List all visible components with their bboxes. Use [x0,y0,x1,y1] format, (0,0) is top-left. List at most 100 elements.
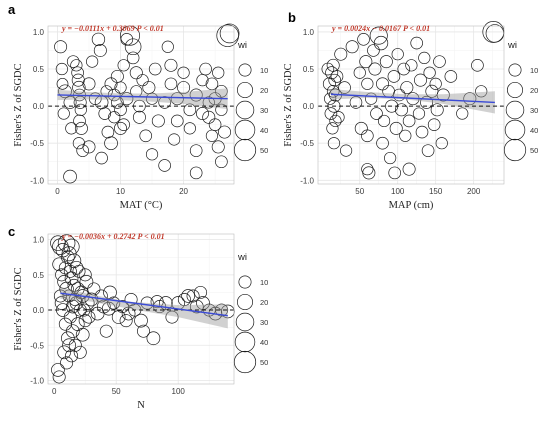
regression-line [330,93,495,104]
data-point [58,261,72,275]
data-point [414,73,427,87]
y-tick-label: -1.0 [30,176,44,185]
confidence-band [57,88,228,110]
panel-b: -1.0 -0.5 0.0 0.5 1.0 50 100 150 200 y = 0.0024x … [283,10,538,211]
legend-key [234,119,256,141]
regression-equation: y = −0.0111x + 0.3069 P < 0.01 [61,24,164,33]
data-point [170,92,184,106]
data-point [158,159,171,172]
data-point [108,111,121,124]
data-point [72,264,86,278]
data-point [361,129,374,143]
panel-letter: c [8,224,15,239]
data-point [51,363,65,377]
x-axis-title: MAT (°C) [120,200,163,211]
data-point [134,313,148,328]
data-point [367,44,380,57]
data-point [99,324,113,338]
data-point [218,125,232,139]
data-point [107,296,121,310]
data-point [415,125,429,139]
data-point [326,84,340,98]
data-point [324,92,337,105]
data-point [117,118,130,131]
data-point [63,169,77,184]
data-point [63,310,77,324]
data-point [136,324,150,338]
plot-frame [317,25,505,185]
x-tick-label: 100 [172,387,186,396]
panel-c: -1.0 -0.5 0.0 0.5 1.0 0 50 100 y = −0.0036x + 0.… [8,224,268,411]
data-point [368,62,382,76]
legend-key [233,138,257,162]
data-point [379,55,393,69]
x-axis-title: N [137,400,145,411]
data-point [71,66,84,80]
data-point [148,62,162,76]
legend-label: 50 [260,146,268,155]
data-point [402,162,416,176]
data-point [72,137,85,150]
x-tick-label: 150 [429,187,443,196]
y-tick-label: -0.5 [30,341,44,350]
data-point [126,51,140,65]
data-point [391,48,404,61]
data-point [57,107,70,120]
regression-line [57,94,228,100]
y-tick-label: -0.5 [300,139,314,148]
legend-label: 30 [260,106,268,115]
data-point [150,295,164,309]
legend-key [236,81,254,99]
data-point [53,289,67,303]
data-point [101,301,116,316]
data-point [444,70,458,83]
legend-label: 20 [260,298,268,307]
data-point [177,293,191,306]
data-point [349,96,363,109]
data-point [397,62,411,76]
data-point [120,92,134,106]
regression-equation: y = −0.0036x + 0.2742 P < 0.01 [61,232,165,241]
data-point [82,77,96,91]
x-tick-label: 0 [55,187,60,196]
legend-label: 10 [530,66,538,75]
data-point [405,59,418,72]
data-point [78,268,92,282]
data-point [324,107,338,120]
data-point [58,84,72,99]
data-point [82,140,96,154]
data-point [57,345,71,360]
data-point [98,107,112,120]
legend-key [234,331,256,353]
data-point [84,292,99,307]
legend-label: 40 [260,338,268,347]
data-point [56,77,69,90]
data-point [67,278,81,292]
data-point [389,121,403,135]
data-point [95,151,108,165]
legend-label: 40 [530,126,538,135]
y-tick-label: -1.0 [300,176,314,185]
data-point [399,129,412,142]
data-point [334,47,348,61]
size-legend: wi 10 20 30 40 50 [503,40,538,162]
data-point [61,331,75,346]
data-point [63,95,77,109]
data-point [189,144,203,157]
data-point [164,77,178,91]
data-point [219,23,240,44]
data-point [57,275,71,289]
data-point [177,66,190,79]
data-point [124,293,138,306]
y-tick-label: 0.5 [33,65,45,74]
data-point [64,271,79,286]
x-tick-label: 20 [179,187,188,196]
data-point [66,55,80,68]
data-point [373,35,389,51]
data-point [65,299,80,314]
data-point [418,51,431,64]
y-tick-label: 1.0 [33,236,45,245]
data-point [353,66,366,79]
data-point [202,96,215,109]
legend-title: wi [507,40,517,51]
